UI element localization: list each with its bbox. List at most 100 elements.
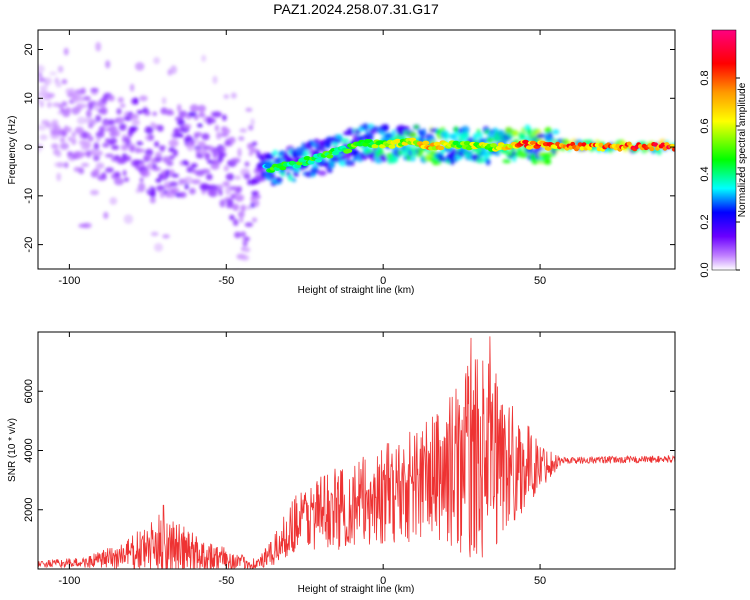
heatmap-cell bbox=[93, 142, 100, 151]
heatmap-cell bbox=[413, 124, 419, 130]
heatmap-cell bbox=[161, 97, 167, 105]
heatmap-ridge-cell bbox=[437, 145, 445, 151]
heatmap-ridge-cell bbox=[671, 147, 675, 152]
snr-xlabel: Height of straight line (km) bbox=[298, 584, 415, 595]
heatmap-cell bbox=[90, 148, 95, 156]
heatmap-cell bbox=[232, 218, 239, 226]
heatmap-ridge-cell bbox=[388, 144, 396, 149]
heatmap-cell bbox=[233, 271, 242, 277]
heatmap-cell bbox=[46, 77, 53, 85]
heatmap-cell bbox=[116, 108, 122, 115]
heatmap-cell bbox=[90, 87, 99, 93]
heatmap-cell bbox=[361, 123, 370, 131]
heatmap-ridge-cell bbox=[315, 158, 322, 163]
heatmap-cell bbox=[500, 148, 510, 154]
heatmap-cell bbox=[197, 104, 206, 113]
heatmap-cell bbox=[240, 254, 250, 261]
heatmap-cell bbox=[101, 172, 107, 179]
heatmap-cell bbox=[58, 104, 63, 109]
heatmap-cell bbox=[287, 174, 293, 182]
heatmap-cell bbox=[195, 147, 201, 153]
heatmap-cell bbox=[38, 64, 45, 73]
heatmap-ridge-cell bbox=[525, 145, 533, 150]
heatmap-cell bbox=[230, 157, 241, 164]
heatmap-cell bbox=[234, 231, 242, 239]
heatmap-cell bbox=[71, 137, 77, 145]
heatmap-cell bbox=[191, 179, 201, 185]
heatmap-ridge-cell bbox=[647, 143, 653, 148]
heatmap-cell bbox=[56, 150, 62, 158]
heatmap-cell bbox=[118, 123, 127, 131]
heatmap-cell bbox=[350, 161, 355, 166]
heatmap-cell bbox=[404, 126, 410, 131]
heatmap-cell bbox=[199, 110, 205, 117]
heatmap-cell bbox=[108, 95, 115, 102]
heatmap-cell bbox=[95, 41, 102, 52]
heatmap-cell bbox=[475, 157, 486, 164]
heatmap-cell bbox=[326, 166, 333, 174]
heatmap-cell bbox=[71, 131, 77, 138]
heatmap-cell bbox=[47, 101, 52, 109]
snr-xtick-label: 50 bbox=[534, 575, 546, 587]
heatmap-cell bbox=[421, 128, 427, 137]
heatmap-cell bbox=[201, 168, 211, 174]
heatmap-cell bbox=[502, 159, 512, 164]
heatmap-cell bbox=[171, 187, 180, 194]
spectrogram-ytick-label: -20 bbox=[23, 237, 35, 253]
heatmap-cell bbox=[373, 125, 377, 130]
heatmap-cell bbox=[62, 130, 67, 137]
heatmap-cell bbox=[189, 104, 199, 113]
heatmap-cell bbox=[380, 157, 388, 163]
heatmap-cell bbox=[184, 183, 189, 190]
heatmap-cell bbox=[123, 214, 134, 224]
heatmap-cell bbox=[226, 199, 234, 206]
heatmap-cell bbox=[216, 131, 222, 140]
heatmap-cell bbox=[136, 110, 143, 115]
heatmap-cell bbox=[219, 199, 226, 208]
heatmap-cell bbox=[239, 128, 247, 133]
heatmap-cell bbox=[189, 140, 195, 145]
spectrogram-ytick-label: -10 bbox=[23, 188, 35, 204]
heatmap-cell bbox=[218, 189, 223, 196]
heatmap-cell bbox=[383, 124, 389, 132]
heatmap-cell bbox=[63, 47, 69, 56]
heatmap-cell bbox=[117, 97, 124, 103]
heatmap-cell bbox=[214, 124, 219, 132]
colorbar-tick-label: 0.6 bbox=[699, 118, 711, 133]
heatmap-cell bbox=[157, 124, 164, 132]
heatmap-cell bbox=[234, 175, 242, 180]
spectrogram-xtick-label: 50 bbox=[534, 275, 546, 287]
heatmap-cell bbox=[168, 139, 179, 148]
heatmap-ridge bbox=[262, 137, 675, 173]
heatmap-cell bbox=[93, 150, 103, 157]
heatmap-cell bbox=[61, 101, 68, 107]
heatmap-cell bbox=[485, 158, 491, 166]
heatmap-cell bbox=[159, 146, 165, 153]
snr-xtick-label: -100 bbox=[58, 575, 80, 587]
heatmap-cell bbox=[103, 211, 109, 219]
heatmap-cell bbox=[147, 134, 155, 141]
snr-panel: -100 -50 0 50 2000 4000 6000 Height of straigh… bbox=[7, 331, 676, 595]
heatmap-ridge-cell bbox=[577, 142, 583, 147]
heatmap-cell bbox=[80, 87, 86, 95]
colorbar-tick-label: 0.8 bbox=[699, 70, 711, 85]
heatmap-cell bbox=[86, 150, 91, 158]
heatmap-cell bbox=[57, 65, 64, 73]
heatmap-cell bbox=[165, 111, 175, 116]
heatmap-cell bbox=[95, 114, 102, 123]
heatmap-cell bbox=[193, 131, 203, 137]
heatmap-cell bbox=[487, 137, 493, 142]
heatmap-cell bbox=[74, 151, 85, 159]
heatmap-cell bbox=[87, 135, 94, 142]
heatmap-cell bbox=[114, 177, 124, 186]
heatmap-cell bbox=[88, 119, 97, 124]
heatmap-cell bbox=[51, 119, 59, 126]
heatmap-cell bbox=[153, 57, 161, 65]
colorbar-label: Normalized spectral amplitude bbox=[737, 82, 748, 217]
heatmap-cell bbox=[67, 136, 73, 142]
heatmap-cell bbox=[225, 173, 235, 181]
heatmap-cell bbox=[119, 103, 126, 108]
heatmap-cell bbox=[111, 145, 120, 150]
colorbar-tick-label: 0.2 bbox=[699, 214, 711, 229]
heatmap-cell bbox=[264, 153, 275, 161]
